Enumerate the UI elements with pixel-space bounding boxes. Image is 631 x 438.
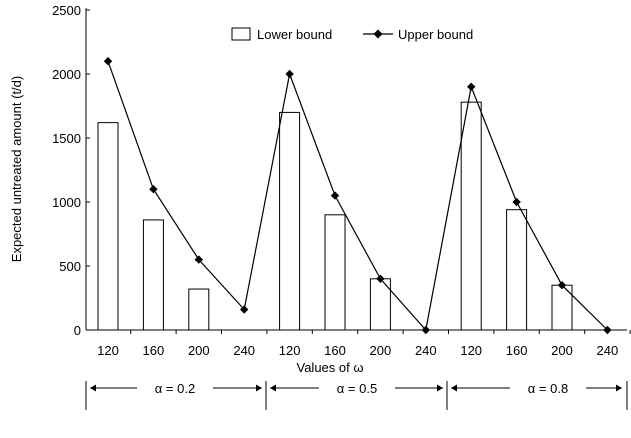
upper-bound-series [103, 57, 612, 335]
bar-lower-bound [142, 219, 164, 331]
bar-lower-bound [279, 111, 301, 331]
x-tick-label: 200 [188, 343, 210, 358]
group-arrow-head [256, 384, 262, 392]
point-upper-bound [240, 305, 249, 314]
legend-label-lower-bound: Lower bound [257, 27, 332, 42]
group-brackets: α = 0.2 α = 0.5 α = 0.8 [85, 381, 628, 410]
x-tick-label: 240 [233, 343, 255, 358]
x-tick-label: 160 [324, 343, 346, 358]
point-upper-bound [149, 185, 158, 194]
x-tick-label: 200 [370, 343, 392, 358]
legend-marker-upper-bound [373, 29, 383, 39]
y-tick-label: 500 [59, 259, 81, 274]
bar-lower-bound [324, 214, 346, 331]
legend-label-upper-bound: Upper bound [398, 27, 473, 42]
point-upper-bound [330, 191, 340, 200]
group-label: α = 0.5 [337, 381, 377, 396]
x-tick-label: 120 [97, 343, 119, 358]
x-axis-label: Values of ω [297, 360, 364, 375]
point-upper-bound [421, 325, 430, 335]
point-upper-bound [103, 57, 113, 66]
bar-lower-bound [97, 122, 119, 331]
group-arrow-head [451, 384, 457, 392]
bars [97, 101, 573, 331]
plot-frame [85, 8, 627, 331]
group-arrow-head [270, 384, 276, 392]
x-tick-label: 160 [143, 343, 165, 358]
y-axis-label: Expected untreated amount (t/d) [9, 76, 24, 262]
group-label: α = 0.8 [528, 381, 568, 396]
point-upper-bound [512, 197, 521, 207]
x-tick-label: 240 [597, 343, 619, 358]
y-tick-label: 2500 [52, 3, 81, 18]
point-upper-bound [376, 274, 385, 283]
x-tick-label: 120 [460, 343, 482, 358]
line-upper-bound [107, 60, 608, 332]
legend-swatch-lower-bound [231, 27, 251, 41]
y-tick-label: 1000 [52, 195, 81, 210]
group-arrow-head [437, 384, 443, 392]
point-upper-bound [467, 82, 476, 91]
y-tick-label: 2000 [52, 67, 81, 82]
point-upper-bound [194, 255, 203, 264]
point-upper-bound [557, 281, 567, 290]
bar-lower-bound [188, 288, 210, 331]
group-arrow-head [616, 384, 622, 392]
y-tick-label: 0 [74, 323, 81, 338]
x-tick-label: 160 [506, 343, 528, 358]
bar-lower-bound [506, 209, 528, 331]
x-tick-label: 200 [551, 343, 573, 358]
y-ticks: 0 500 1000 1500 2000 2500 [52, 3, 90, 338]
x-ticks: 120 160 200 240 120 160 200 240 120 160 200 240 [97, 330, 631, 358]
x-tick-label: 120 [279, 343, 301, 358]
point-upper-bound [285, 69, 294, 79]
point-upper-bound [603, 325, 612, 335]
y-tick-label: 1500 [52, 131, 81, 146]
group-arrow-head [90, 384, 96, 392]
group-label: α = 0.2 [155, 381, 195, 396]
x-tick-label: 240 [415, 343, 437, 358]
legend: Lower bound Upper bound [231, 27, 473, 42]
bar-lower-bound [460, 101, 482, 331]
